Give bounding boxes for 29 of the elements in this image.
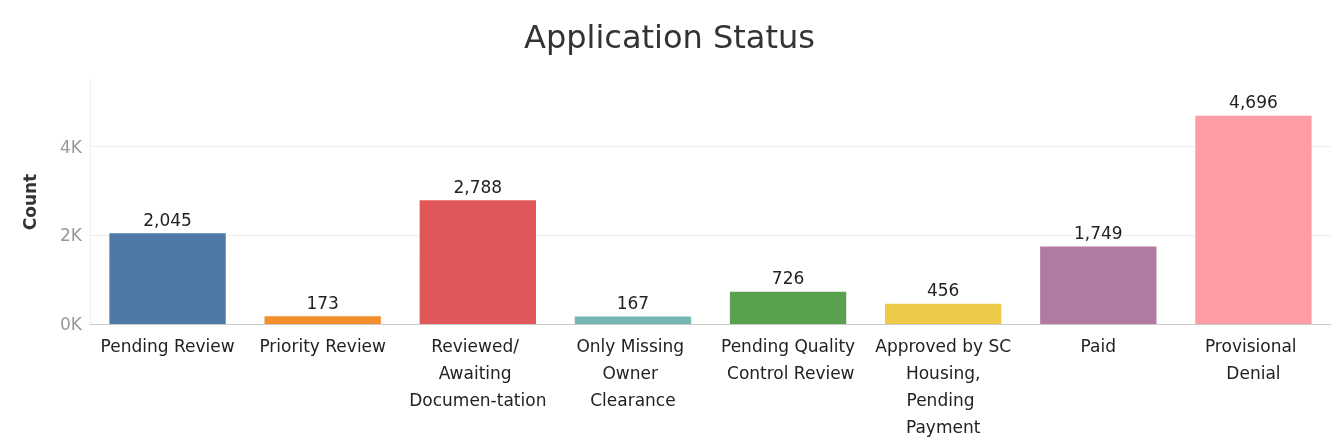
data-label: 726 bbox=[771, 268, 805, 289]
bar bbox=[574, 316, 692, 324]
bar bbox=[109, 233, 226, 324]
x-tick-label: Reviewed/ Awaiting Documen-tation bbox=[409, 335, 547, 410]
bar bbox=[1040, 246, 1157, 324]
data-label: 167 bbox=[616, 293, 650, 314]
bar bbox=[729, 291, 847, 324]
y-tick-label: 4K bbox=[60, 136, 83, 157]
data-label: 4,696 bbox=[1229, 92, 1278, 113]
data-label: 456 bbox=[926, 280, 960, 301]
x-tick-label: Priority Review bbox=[259, 335, 387, 356]
x-tick-label: Paid bbox=[1080, 335, 1117, 356]
bar bbox=[1195, 115, 1312, 324]
x-tick-label: Approved by SC Housing, Pending Payment bbox=[875, 335, 1012, 437]
bar bbox=[264, 316, 381, 324]
data-label: 173 bbox=[306, 292, 339, 313]
x-tick-label: Provisional Denial bbox=[1204, 335, 1302, 383]
x-tick-label: Pending Review bbox=[100, 335, 235, 356]
y-tick-label: 0K bbox=[60, 314, 83, 334]
bar bbox=[419, 200, 536, 324]
data-label: 2,045 bbox=[143, 209, 192, 230]
y-axis-title: Count bbox=[19, 173, 40, 231]
bar bbox=[885, 303, 1002, 324]
x-tick-label: Pending Quality Control Review bbox=[721, 335, 856, 383]
y-tick-label: 2K bbox=[60, 225, 83, 246]
chart-title: Application Status bbox=[524, 18, 815, 56]
data-label: 2,788 bbox=[453, 176, 503, 197]
x-tick-label: Only Missing Owner Clearance bbox=[576, 335, 690, 410]
data-label: 1,749 bbox=[1073, 222, 1123, 243]
